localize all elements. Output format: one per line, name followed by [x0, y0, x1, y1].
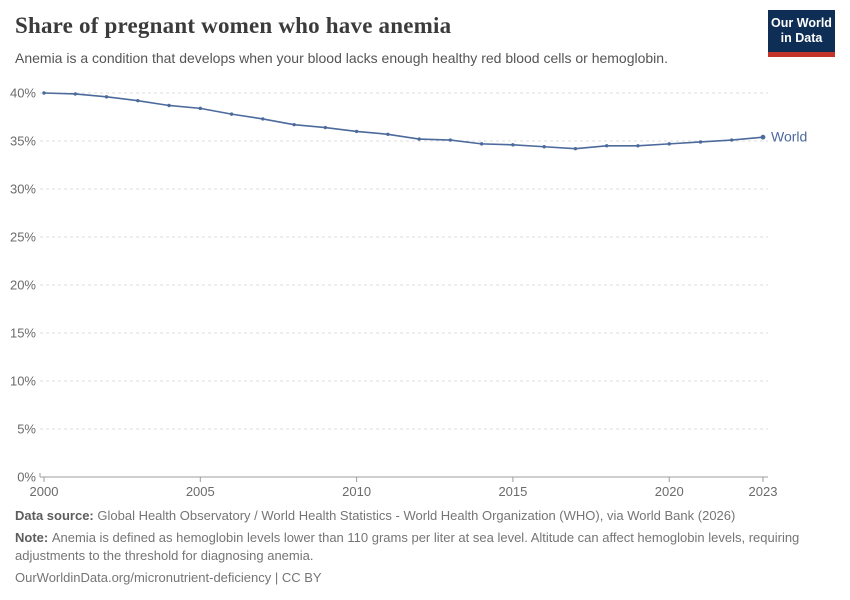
x-tick-label: 2015 — [498, 484, 527, 499]
owid-logo-line2: in Data — [780, 31, 823, 46]
note-label: Note: — [15, 530, 49, 546]
data-point[interactable] — [104, 95, 109, 99]
y-tick-label: 20% — [10, 278, 36, 293]
chart-footer: Data source: Global Health Observatory / … — [15, 507, 821, 592]
data-point[interactable] — [354, 129, 359, 134]
data-point[interactable] — [511, 143, 515, 147]
data-point[interactable] — [261, 117, 265, 121]
line-chart[interactable]: 0% 5% 10% 15% 20% 25% 30% 35% 40% 2000 2005 2010 201… — [0, 78, 850, 508]
data-point[interactable] — [417, 137, 421, 141]
y-tick-label: 35% — [10, 134, 36, 149]
data-source-row: Data source: Global Health Observatory / … — [15, 507, 821, 524]
x-tick-label: 2005 — [186, 484, 215, 499]
note-row: Note: Anemia is defined as hemoglobin lev… — [15, 529, 821, 564]
note-text: Anemia is defined as hemoglobin levels l… — [15, 530, 800, 563]
page-title: Share of pregnant women who have anemia — [15, 13, 452, 38]
x-tick-label: 2000 — [30, 484, 59, 499]
data-point[interactable] — [323, 125, 328, 130]
y-tick-label: 40% — [10, 86, 36, 101]
y-tick-label: 10% — [10, 374, 36, 389]
data-point[interactable] — [573, 146, 578, 151]
data-point[interactable] — [730, 138, 734, 142]
data-point[interactable] — [604, 144, 609, 148]
data-point[interactable] — [136, 98, 140, 103]
data-point[interactable] — [448, 138, 453, 142]
data-point[interactable] — [167, 103, 171, 108]
data-source-text: Global Health Observatory / World Health… — [97, 508, 736, 523]
y-tick-label: 15% — [10, 326, 36, 341]
data-point[interactable] — [229, 112, 234, 116]
y-tick-label: 0% — [17, 470, 36, 485]
data-point[interactable] — [292, 122, 296, 127]
y-tick-label: 5% — [17, 422, 36, 437]
data-point[interactable] — [479, 142, 484, 146]
owid-logo-line1: Our World — [771, 16, 832, 30]
data-point[interactable] — [73, 92, 77, 96]
series-line — [43, 92, 764, 150]
data-point[interactable] — [667, 142, 671, 146]
chart-subtitle: Anemia is a condition that develops when… — [15, 50, 668, 66]
x-tick-label: 2020 — [655, 484, 684, 499]
series-end-label: World — [771, 129, 807, 145]
data-source-label: Data source: — [15, 508, 94, 523]
data-point[interactable] — [760, 134, 766, 140]
data-point[interactable] — [542, 145, 546, 149]
x-tick-label: 2023 — [749, 484, 778, 499]
owid-logo-accent-bar — [768, 51, 835, 57]
data-point[interactable] — [698, 140, 703, 144]
y-tick-label: 25% — [10, 230, 36, 245]
license-link[interactable]: OurWorldinData.org/micronutrient-deficie… — [15, 570, 322, 586]
data-point[interactable] — [386, 132, 390, 136]
data-point[interactable] — [636, 144, 640, 148]
y-tick-label: 30% — [10, 182, 36, 197]
chart-header: Share of pregnant women who have anemia … — [15, 13, 755, 67]
data-point[interactable] — [198, 106, 203, 111]
x-tick-label: 2010 — [342, 484, 371, 499]
data-point[interactable] — [42, 91, 46, 95]
owid-logo[interactable]: Our World in Data — [768, 10, 835, 57]
